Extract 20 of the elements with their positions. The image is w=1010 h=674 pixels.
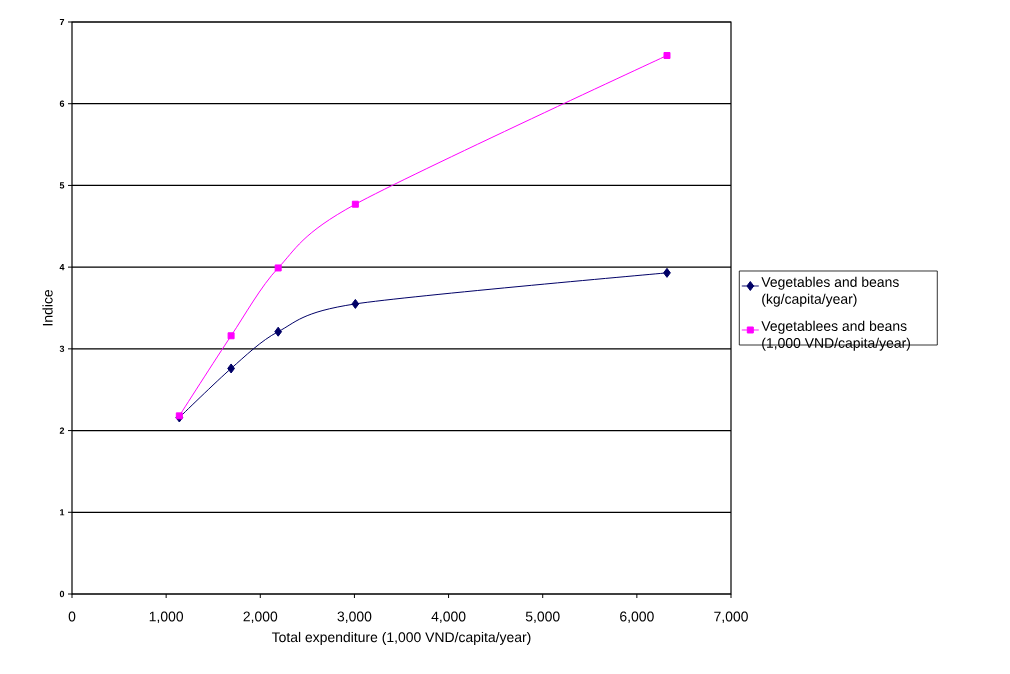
x-axis-title: Total expenditure (1,000 VND/capita/year): [271, 631, 531, 645]
y-tick-label: 2: [59, 427, 65, 434]
y-tick-label: 7: [59, 18, 65, 26]
y-tick-label: 1: [60, 509, 65, 516]
x-tick-label: 5,000: [525, 611, 560, 624]
x-tick-label: 3,000: [337, 611, 372, 624]
x-tick-label: 7,000: [714, 611, 748, 624]
y-axis-title: Indice: [42, 290, 53, 326]
y-tick-label: 6: [59, 100, 65, 107]
y-tick-label: 0: [59, 590, 65, 598]
x-tick-label: 2,000: [243, 611, 278, 624]
x-tick-label: 6,000: [620, 611, 654, 624]
y-tick-label: 4: [59, 264, 65, 271]
x-tick-label: 0: [68, 611, 76, 622]
y-tick-label: 3: [59, 345, 65, 353]
y-tick-label: 5: [59, 182, 65, 189]
x-tick-label: 1,000: [149, 611, 184, 624]
legend-label: Vegetablees and beans (1,000 VND/capita/year): [761, 320, 911, 351]
legend-label: Vegetables and beans (kg/capita/year): [761, 276, 899, 307]
x-tick-label: 4,000: [431, 611, 466, 624]
